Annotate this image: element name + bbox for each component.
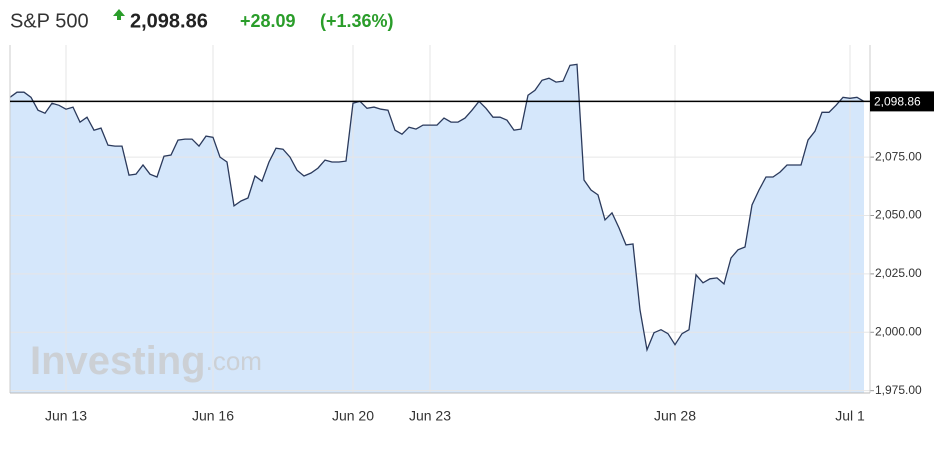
area-fill bbox=[10, 64, 864, 394]
reference-label: 2,098.86 bbox=[874, 95, 921, 109]
instrument-name: S&P 500 bbox=[10, 10, 89, 32]
y-tick-label: 2,000.00 bbox=[875, 324, 922, 338]
watermark-brand: Investing bbox=[30, 339, 206, 383]
y-tick-label: 2,050.00 bbox=[875, 208, 922, 222]
x-tick-label: Jul 1 bbox=[835, 408, 865, 424]
watermark: Investing.com bbox=[30, 339, 262, 383]
change-percent: (+1.36%) bbox=[320, 11, 394, 31]
plot-area: 1,975.00 2,000.00 2,025.00 2,050.00 2,075.00… bbox=[9, 45, 934, 424]
change: +28.09 bbox=[240, 11, 296, 31]
reference-label-box bbox=[870, 91, 934, 112]
price-line bbox=[9, 63, 865, 353]
up-arrow bbox=[113, 9, 125, 20]
x-tick-label: Jun 28 bbox=[654, 408, 696, 424]
x-tick-label: Jun 23 bbox=[409, 408, 451, 424]
y-tick-label: 1,975.00 bbox=[875, 383, 922, 397]
watermark-suffix: .com bbox=[206, 346, 262, 376]
x-tick-label: Jun 16 bbox=[192, 408, 234, 424]
y-tick-label: 2,025.00 bbox=[875, 266, 922, 280]
price: 2,098.86 bbox=[130, 10, 208, 32]
x-tick-label: Jun 20 bbox=[332, 408, 374, 424]
x-tick-label: Jun 13 bbox=[45, 408, 87, 424]
y-tick-label: 2,075.00 bbox=[875, 149, 922, 163]
